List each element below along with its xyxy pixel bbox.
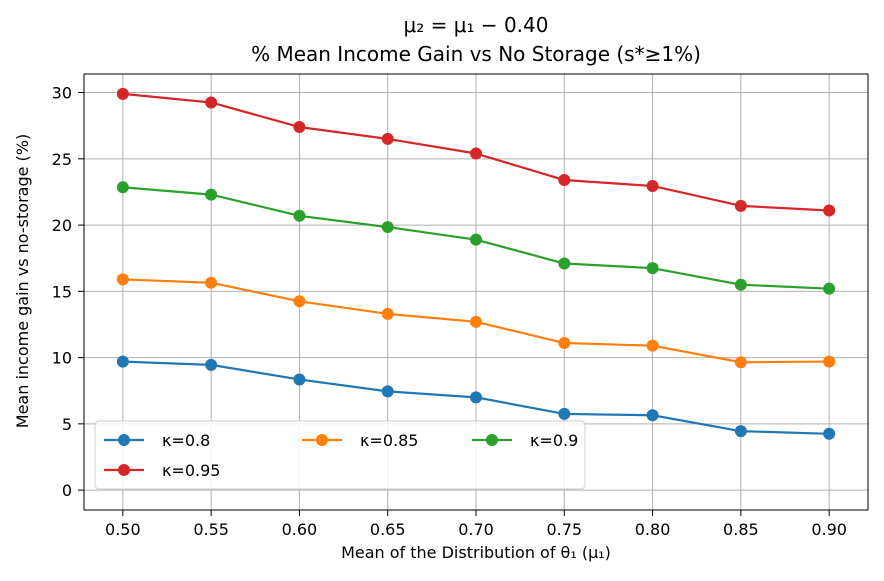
data-point <box>116 273 129 286</box>
data-point <box>646 262 659 275</box>
y-tick-label: 5 <box>62 415 72 434</box>
y-tick-label: 25 <box>52 150 72 169</box>
data-point <box>734 278 747 291</box>
data-point <box>116 181 129 194</box>
data-point <box>205 276 218 289</box>
data-point <box>823 282 836 295</box>
data-point <box>381 385 394 398</box>
data-point <box>646 179 659 192</box>
data-point <box>381 132 394 145</box>
chart-subtitle: % Mean Income Gain vs No Storage (s*≥1%) <box>251 42 701 66</box>
y-tick-label: 30 <box>52 84 72 103</box>
axis-ticks: 0.50 0.55 0.60 0.65 0.70 0.75 0.80 0.85 0.90 0 5 10… <box>52 84 847 539</box>
data-point <box>470 233 482 246</box>
y-tick-label: 15 <box>52 282 72 301</box>
data-point <box>470 147 482 160</box>
y-axis-label: Mean income gain vs no-storage (%) <box>13 134 32 428</box>
series-1 <box>116 273 836 369</box>
data-point <box>823 204 836 217</box>
data-point <box>823 355 836 368</box>
data-point <box>381 221 394 234</box>
data-point <box>734 199 747 212</box>
data-point <box>205 358 218 371</box>
series-0 <box>116 355 836 440</box>
x-tick-label: 0.60 <box>282 520 318 539</box>
data-point <box>381 307 394 320</box>
data-point <box>205 96 218 109</box>
data-point <box>116 87 129 100</box>
y-tick-label: 10 <box>52 349 72 368</box>
legend: κ=0.8 κ=0.85 κ=0.9 κ=0.95 <box>94 420 586 490</box>
data-point <box>558 337 571 350</box>
chart-title: μ₂ = μ₁ − 0.40 <box>404 13 549 37</box>
legend-swatch-marker <box>118 464 130 476</box>
x-tick-label: 0.55 <box>193 520 229 539</box>
y-tick-label: 0 <box>62 481 72 500</box>
data-point <box>205 188 218 201</box>
x-tick-label: 0.50 <box>105 520 141 539</box>
legend-item-1: κ=0.85 <box>302 431 418 450</box>
data-point <box>116 355 129 368</box>
data-point <box>646 339 659 352</box>
data-point <box>734 356 747 369</box>
legend-box <box>94 420 586 490</box>
legend-swatch-marker <box>486 434 498 446</box>
data-point <box>646 409 659 422</box>
data-point <box>734 425 747 438</box>
x-tick-label: 0.75 <box>546 520 582 539</box>
series-2 <box>116 181 836 295</box>
data-point <box>293 209 306 222</box>
x-tick-label: 0.65 <box>370 520 406 539</box>
x-tick-label: 0.70 <box>458 520 494 539</box>
legend-label: κ=0.8 <box>162 431 210 450</box>
data-point <box>558 174 571 187</box>
y-tick-label: 20 <box>52 216 72 235</box>
data-point <box>293 295 306 308</box>
legend-label: κ=0.85 <box>360 431 418 450</box>
x-tick-label: 0.90 <box>811 520 847 539</box>
data-point <box>470 391 482 404</box>
data-point <box>293 373 306 386</box>
x-axis-label: Mean of the Distribution of θ₁ (μ₁) <box>341 543 611 562</box>
legend-item-2: κ=0.9 <box>472 431 578 450</box>
x-tick-label: 0.80 <box>635 520 671 539</box>
data-point <box>558 257 571 270</box>
legend-swatch-marker <box>316 434 328 446</box>
series-3 <box>116 87 836 217</box>
data-point <box>823 427 836 440</box>
data-point <box>470 315 482 328</box>
legend-item-0: κ=0.8 <box>104 431 210 450</box>
legend-label: κ=0.9 <box>530 431 578 450</box>
data-point <box>558 407 571 420</box>
data-point <box>293 121 306 134</box>
x-tick-label: 0.85 <box>723 520 759 539</box>
legend-label: κ=0.95 <box>162 461 220 480</box>
series-group <box>116 87 836 440</box>
legend-item-3: κ=0.95 <box>104 461 220 480</box>
legend-swatch-marker <box>118 434 130 446</box>
